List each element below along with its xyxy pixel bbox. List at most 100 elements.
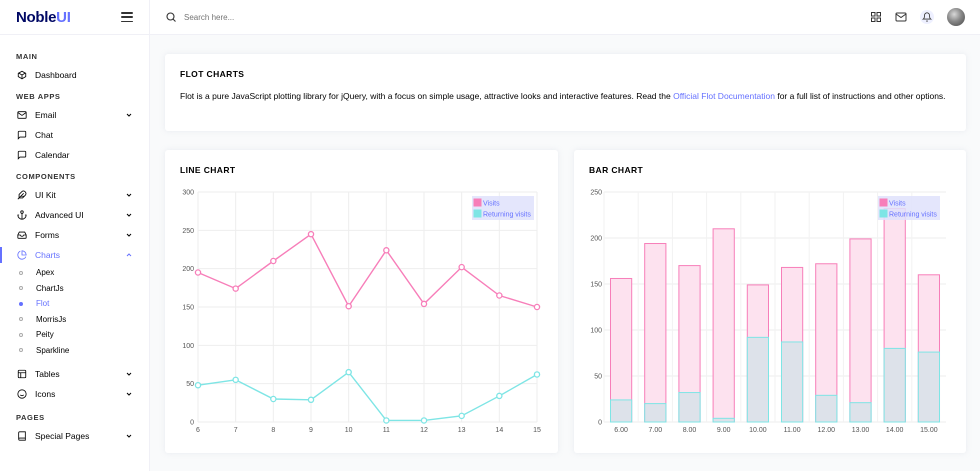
nav-category-webapps: Web Apps [16,92,61,101]
x-tick-label: 11 [383,427,390,434]
bar-returning-visits [849,402,872,423]
sidebar-item-chat[interactable]: Chat [0,125,149,145]
topbar [150,0,980,35]
mail-icon [16,109,28,121]
sidebar-item-label: UI Kit [35,190,56,200]
data-point [533,303,541,311]
x-tick-label: 14.00 [886,427,904,434]
sidebar-item-uikit[interactable]: UI Kit [0,185,149,205]
sidebar-subitem-label: ChartJs [36,283,64,293]
series-line-returning-visits [197,371,538,422]
y-tick-label: 250 [590,190,602,197]
y-tick-label: 150 [590,282,602,289]
sidebar-item-special-pages[interactable]: Special Pages [0,426,149,446]
bar-chart-card: Bar Chart 0 50 100 150 200 250 6.00 7.00 8.00 9.0… [574,150,966,453]
brand-logo[interactable]: NobleUI [16,9,71,26]
bar-returning-visits [746,336,770,423]
bar-returning-visits [883,347,906,423]
sidebar-item-charts[interactable]: Charts [0,245,149,265]
sidebar-item-forms[interactable]: Forms [0,225,149,245]
search-input[interactable] [184,12,384,22]
notifications-button[interactable] [920,10,934,24]
chevron-down-icon [126,213,132,217]
sidebar-item-label: Calendar [35,150,70,160]
sidebar-subitem-morrisjs[interactable]: MorrisJs [0,312,149,328]
sidebar: NobleUI Main Dashboard Web Apps Email Ch… [0,0,150,471]
x-tick-label: 15.00 [920,427,938,434]
x-tick-label: 15 [533,427,541,434]
bar-visits [712,228,735,423]
data-point [533,371,541,378]
intro-text: Flot is a pure JavaScript plotting libra… [180,91,674,101]
intro-title: Flot Charts [180,69,245,79]
bullet-icon [19,301,23,306]
legend-swatch [473,209,482,218]
y-tick-label: 300 [182,190,194,197]
legend-swatch [879,198,888,207]
sidebar-subitem-label: Apex [36,268,55,278]
y-tick-label: 100 [182,343,194,350]
sidebar-item-icons[interactable]: Icons [0,384,149,404]
sidebar-subitem-apex[interactable]: Apex [0,265,149,281]
x-tick-label: 14 [495,427,503,434]
data-point [496,292,503,299]
sidebar-item-label: Forms [35,230,60,240]
y-tick-label: 0 [598,420,602,427]
inbox-icon [16,229,28,241]
data-point [232,285,239,292]
y-tick-label: 200 [590,236,602,243]
bar-returning-visits [609,399,633,423]
x-tick-label: 8.00 [683,427,697,434]
smile-icon [16,388,28,400]
bullet-icon [19,348,23,353]
bullet-icon [19,286,23,291]
x-tick-label: 6.00 [614,427,628,434]
bullet-icon [19,332,23,337]
sidebar-item-calendar[interactable]: Calendar [0,145,149,165]
data-point [307,230,315,238]
sidebar-subitem-label: Flot [36,299,50,309]
sidebar-item-email[interactable]: Email [0,105,149,125]
legend-label: Visits [889,201,906,208]
grid-icon[interactable] [870,11,882,23]
sidebar-toggle-icon[interactable] [121,12,133,22]
calendar-icon [16,149,28,161]
sidebar-item-tables[interactable]: Tables [0,364,149,384]
sidebar-subitem-label: MorrisJs [36,314,67,324]
legend-label: Returning visits [889,212,937,219]
sidebar-item-advanced-ui[interactable]: Advanced UI [0,205,149,225]
bar-visits [849,238,872,423]
chevron-down-icon [126,392,132,396]
chevron-down-icon [126,113,132,117]
bar-returning-visits [815,394,838,423]
line-chart: 0 50 100 150 200 250 300 6 7 8 9 10 11 12 13 14 15 Visits… [182,190,541,435]
legend-box [472,196,534,220]
sidebar-subitem-flot[interactable]: Flot [0,296,149,312]
data-point [420,417,428,424]
line-chart-title: Line Chart [180,165,236,175]
x-tick-label: 7.00 [648,427,662,434]
sidebar-subitem-peity[interactable]: Peity [0,327,149,343]
data-point [420,300,428,308]
book-icon [16,430,28,442]
sidebar-subitem-chartjs[interactable]: ChartJs [0,281,149,297]
sidebar-subitem-sparkline[interactable]: Sparkline [0,343,149,359]
bar-returning-visits [644,403,667,423]
sidebar-item-label: Icons [35,389,56,399]
y-tick-label: 250 [182,228,194,235]
mail-icon[interactable] [895,11,907,23]
y-tick-label: 200 [182,266,194,273]
nav-category-components: Components [16,172,76,181]
data-point [270,257,277,265]
flot-documentation-link[interactable]: Official Flot Documentation [673,91,775,101]
sidebar-item-label: Advanced UI [35,210,84,220]
nav-category-main: Main [16,52,38,61]
x-tick-label: 11.00 [784,427,801,434]
y-tick-label: 0 [190,420,194,427]
sidebar-item-dashboard[interactable]: Dashboard [0,65,149,85]
user-avatar[interactable] [947,8,965,26]
data-point [194,269,202,276]
box-icon [16,69,28,81]
x-tick-label: 9 [309,427,313,434]
intro-card: Flot Charts Flot is a pure JavaScript pl… [165,54,966,131]
